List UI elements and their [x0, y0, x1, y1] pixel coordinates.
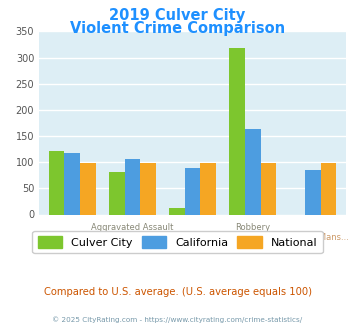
Text: Murder & Mans...: Murder & Mans...	[277, 233, 349, 242]
Text: Rape: Rape	[182, 233, 203, 242]
Text: Aggravated Assault: Aggravated Assault	[91, 223, 174, 232]
Text: © 2025 CityRating.com - https://www.cityrating.com/crime-statistics/: © 2025 CityRating.com - https://www.city…	[53, 317, 302, 323]
Bar	[80, 163, 95, 214]
Text: All Violent Crime: All Violent Crime	[37, 233, 107, 242]
Bar	[229, 48, 245, 214]
Text: 2019 Culver City: 2019 Culver City	[109, 8, 246, 23]
Bar	[140, 163, 156, 214]
Bar	[185, 168, 201, 214]
Bar	[261, 163, 276, 214]
Bar	[201, 163, 216, 214]
Bar	[109, 172, 125, 214]
Bar	[125, 158, 140, 215]
Bar	[49, 151, 64, 214]
Text: Compared to U.S. average. (U.S. average equals 100): Compared to U.S. average. (U.S. average …	[44, 287, 311, 297]
Bar	[64, 153, 80, 214]
Bar	[245, 129, 261, 214]
Text: Violent Crime Comparison: Violent Crime Comparison	[70, 21, 285, 36]
Legend: Culver City, California, National: Culver City, California, National	[32, 231, 323, 253]
Bar	[169, 208, 185, 214]
Text: Robbery: Robbery	[235, 223, 271, 232]
Bar	[305, 170, 321, 215]
Bar	[321, 163, 337, 214]
